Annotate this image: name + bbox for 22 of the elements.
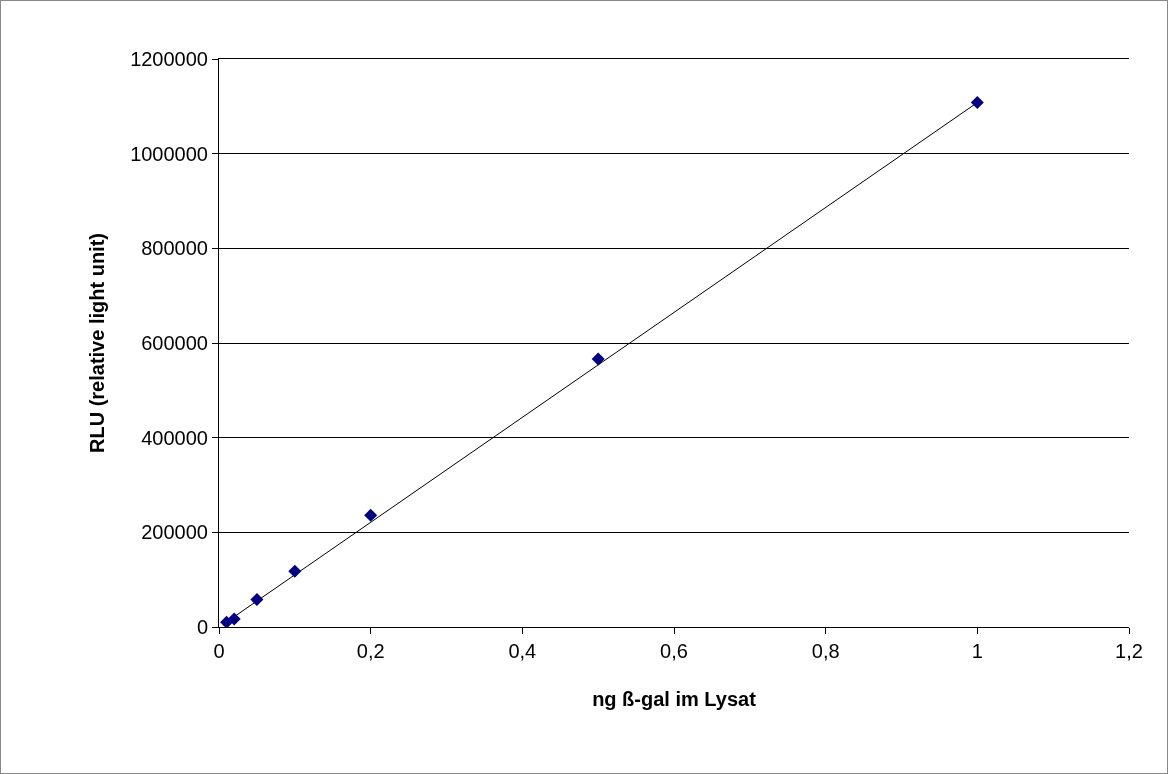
y-axis-title: RLU (relative light unit) xyxy=(85,233,108,453)
point xyxy=(364,508,378,522)
point xyxy=(970,96,984,110)
y-tick-label: 800000 xyxy=(141,237,208,260)
x-tick-label: 0,6 xyxy=(660,640,688,662)
point xyxy=(288,564,302,578)
x-tick-label: 0,8 xyxy=(811,640,840,662)
y-tick-label: 1000000 xyxy=(130,142,208,165)
point xyxy=(250,593,264,607)
y-tick-label: 400000 xyxy=(141,426,208,449)
point xyxy=(227,612,241,626)
x-tick-label: 0,4 xyxy=(508,640,537,662)
y-tick-label: 200000 xyxy=(141,521,208,544)
y-tick-label: 1200000 xyxy=(130,48,208,70)
y-tick-label: 600000 xyxy=(141,332,208,354)
x-tick-label: 1,2 xyxy=(1115,640,1143,662)
x-tick-label: 1 xyxy=(971,640,983,662)
x-axis-title: ng ß-gal im Lysat xyxy=(592,687,757,710)
point xyxy=(591,352,605,366)
x-tick-label: 0,2 xyxy=(356,640,385,662)
x-tick-label: 0 xyxy=(213,640,225,662)
y-tick-label: 0 xyxy=(196,616,208,638)
